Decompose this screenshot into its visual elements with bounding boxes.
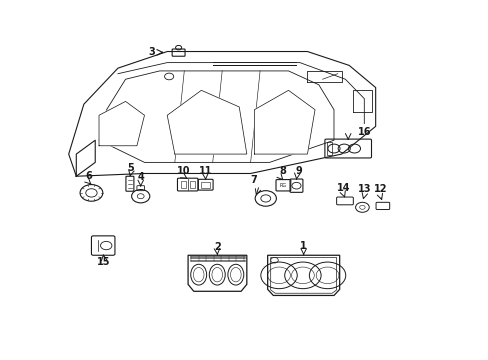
Polygon shape [254,90,314,154]
Text: 2: 2 [213,242,220,252]
Text: 11: 11 [198,166,212,176]
Bar [181,181,186,188]
Text: 8: 8 [279,166,285,176]
Text: 5: 5 [127,163,134,174]
Text: RG: RG [279,183,286,188]
Text: 14: 14 [336,183,349,193]
Text: 15: 15 [97,257,110,267]
Text: 16: 16 [357,127,370,138]
Text: 3: 3 [148,48,155,57]
Text: 1: 1 [300,241,306,251]
Text: 4: 4 [137,172,144,182]
Bar [201,182,210,188]
Text: 13: 13 [357,184,370,194]
Bar [189,181,195,188]
Polygon shape [99,102,144,146]
Text: 6: 6 [85,171,92,181]
Text: 10: 10 [177,166,190,176]
Polygon shape [167,90,246,154]
Text: 7: 7 [250,175,257,185]
Text: 9: 9 [295,166,302,176]
Text: 12: 12 [373,184,386,194]
Bar [326,143,331,155]
